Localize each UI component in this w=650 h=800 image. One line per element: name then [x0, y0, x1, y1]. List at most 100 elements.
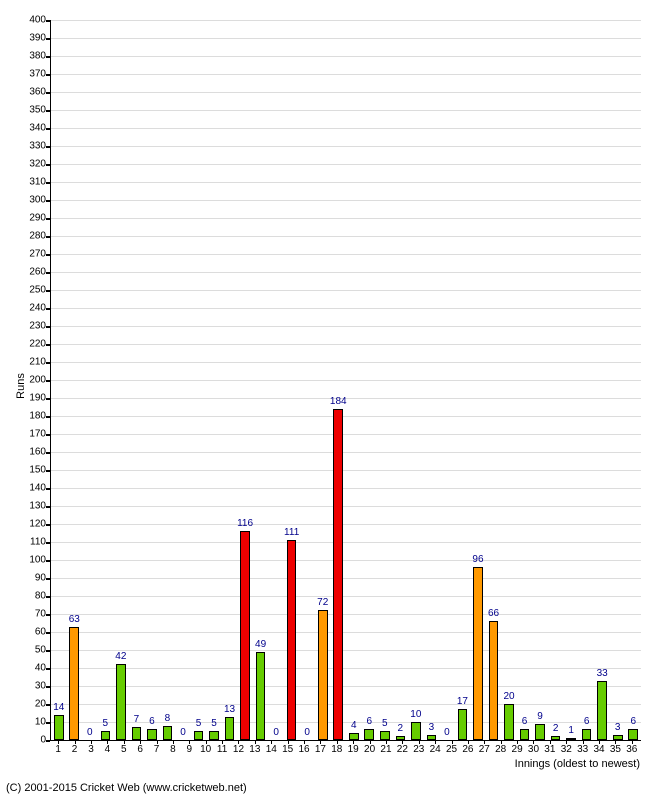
- y-tick-mark: [46, 488, 50, 490]
- x-tick-label: 15: [282, 744, 293, 755]
- bar: [209, 731, 219, 740]
- bar: [256, 652, 266, 740]
- x-tick-label: 13: [249, 744, 260, 755]
- bar: [349, 733, 359, 740]
- x-axis-title: Innings (oldest to newest): [515, 758, 640, 770]
- bar-value-label: 2: [553, 723, 559, 734]
- x-tick-mark: [615, 740, 616, 744]
- bar-value-label: 14: [53, 702, 64, 713]
- y-tick-label: 80: [35, 591, 46, 602]
- bar-value-label: 5: [382, 718, 388, 729]
- y-tick-mark: [46, 182, 50, 184]
- bar-value-label: 6: [149, 716, 155, 727]
- y-tick-mark: [46, 380, 50, 382]
- x-tick-label: 14: [266, 744, 277, 755]
- y-tick-mark: [46, 614, 50, 616]
- gridline: [51, 560, 641, 561]
- y-tick-mark: [46, 470, 50, 472]
- y-tick-label: 320: [29, 159, 46, 170]
- y-tick-mark: [46, 326, 50, 328]
- y-tick-mark: [46, 200, 50, 202]
- x-tick-mark: [238, 740, 239, 744]
- y-tick-mark: [46, 56, 50, 58]
- y-tick-mark: [46, 74, 50, 76]
- bar-value-label: 72: [317, 597, 328, 608]
- bar: [287, 540, 297, 740]
- gridline: [51, 506, 641, 507]
- x-tick-label: 21: [380, 744, 391, 755]
- y-tick-label: 140: [29, 483, 46, 494]
- y-tick-mark: [46, 38, 50, 40]
- x-tick-mark: [566, 740, 567, 744]
- y-tick-mark: [46, 452, 50, 454]
- x-tick-mark: [419, 740, 420, 744]
- y-tick-mark: [46, 434, 50, 436]
- y-tick-label: 190: [29, 393, 46, 404]
- x-tick-label: 8: [170, 744, 176, 755]
- y-tick-mark: [46, 164, 50, 166]
- bar-value-label: 63: [69, 614, 80, 625]
- bar-value-label: 96: [472, 554, 483, 565]
- y-tick-label: 360: [29, 87, 46, 98]
- y-tick-label: 60: [35, 627, 46, 638]
- x-tick-label: 1: [55, 744, 61, 755]
- gridline: [51, 272, 641, 273]
- x-tick-label: 2: [72, 744, 78, 755]
- bar-value-label: 9: [537, 711, 543, 722]
- x-tick-label: 31: [544, 744, 555, 755]
- x-tick-label: 20: [364, 744, 375, 755]
- x-tick-label: 35: [610, 744, 621, 755]
- y-tick-label: 100: [29, 555, 46, 566]
- gridline: [51, 110, 641, 111]
- x-tick-label: 3: [88, 744, 94, 755]
- gridline: [51, 236, 641, 237]
- bar: [473, 567, 483, 740]
- y-tick-mark: [46, 578, 50, 580]
- bar: [333, 409, 343, 740]
- x-tick-label: 29: [512, 744, 523, 755]
- y-tick-mark: [46, 20, 50, 22]
- gridline: [51, 254, 641, 255]
- x-tick-mark: [435, 740, 436, 744]
- gridline: [51, 416, 641, 417]
- x-tick-mark: [402, 740, 403, 744]
- copyright-text: (C) 2001-2015 Cricket Web (www.cricketwe…: [6, 782, 247, 794]
- bar: [396, 736, 406, 740]
- y-tick-label: 230: [29, 321, 46, 332]
- gridline: [51, 452, 641, 453]
- x-tick-mark: [157, 740, 158, 744]
- x-tick-mark: [550, 740, 551, 744]
- y-tick-label: 290: [29, 213, 46, 224]
- y-tick-mark: [46, 506, 50, 508]
- gridline: [51, 686, 641, 687]
- bar: [147, 729, 157, 740]
- gridline: [51, 596, 641, 597]
- y-tick-mark: [46, 254, 50, 256]
- bar-value-label: 66: [488, 608, 499, 619]
- bar-value-label: 0: [180, 727, 186, 738]
- x-tick-label: 22: [397, 744, 408, 755]
- y-tick-mark: [46, 740, 50, 742]
- bar: [535, 724, 545, 740]
- bar-value-label: 10: [410, 709, 421, 720]
- y-tick-mark: [46, 236, 50, 238]
- x-tick-label: 17: [315, 744, 326, 755]
- y-tick-label: 220: [29, 339, 46, 350]
- bar-value-label: 4: [351, 720, 357, 731]
- x-tick-label: 30: [528, 744, 539, 755]
- y-tick-mark: [46, 128, 50, 130]
- gridline: [51, 38, 641, 39]
- y-tick-label: 250: [29, 285, 46, 296]
- y-tick-mark: [46, 668, 50, 670]
- x-tick-mark: [91, 740, 92, 744]
- x-tick-mark: [124, 740, 125, 744]
- bar-value-label: 6: [522, 716, 528, 727]
- y-tick-label: 20: [35, 699, 46, 710]
- gridline: [51, 92, 641, 93]
- gridline: [51, 164, 641, 165]
- bar: [364, 729, 374, 740]
- bar-value-label: 20: [503, 691, 514, 702]
- bar-value-label: 0: [273, 727, 279, 738]
- bar-value-label: 184: [330, 396, 347, 407]
- y-tick-mark: [46, 542, 50, 544]
